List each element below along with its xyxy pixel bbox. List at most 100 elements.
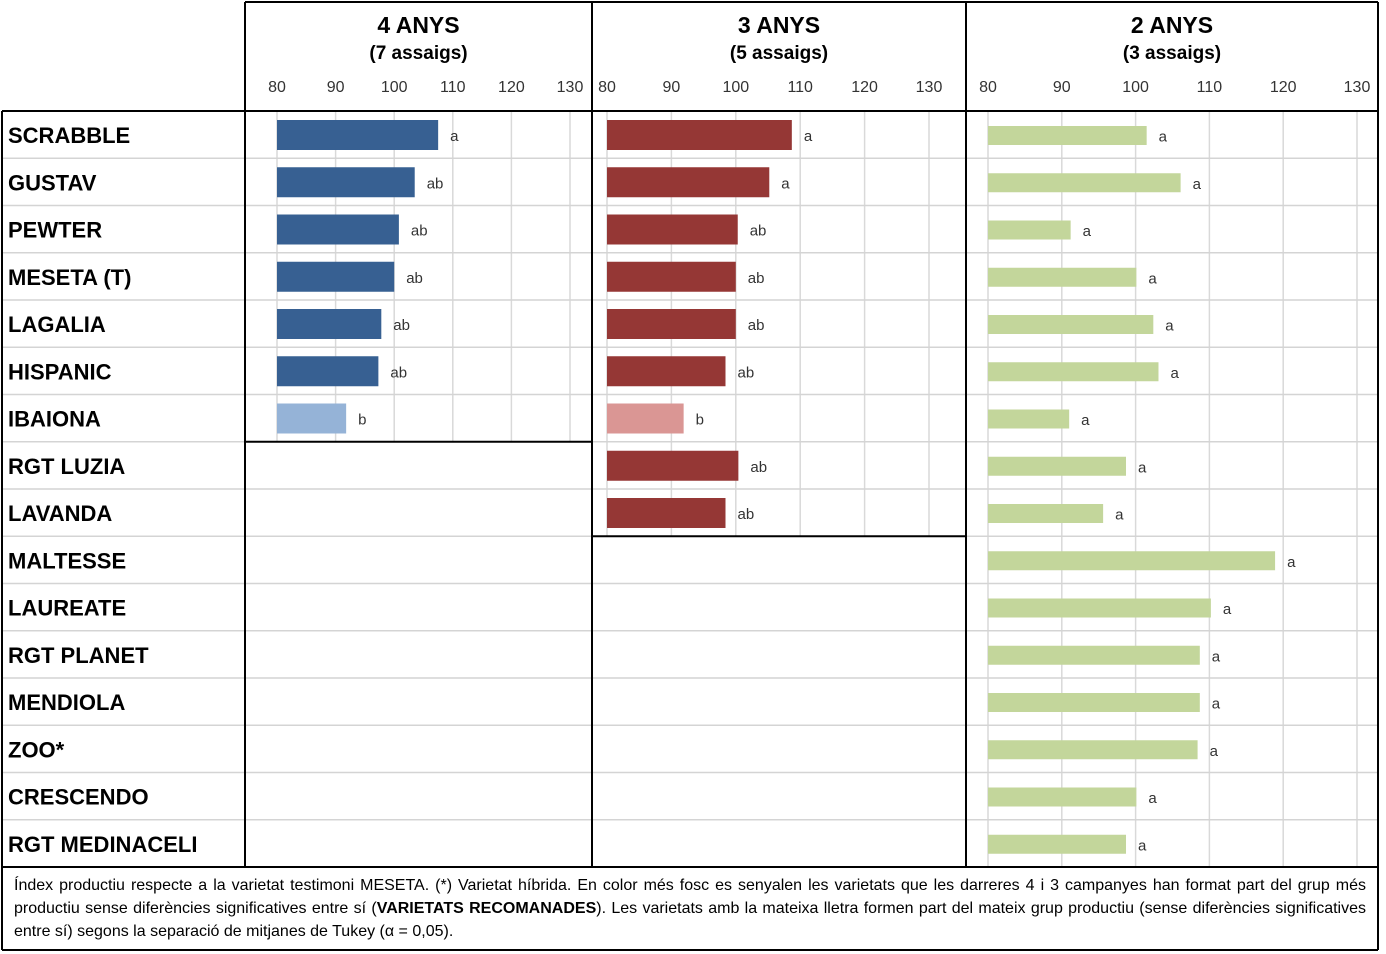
bar [988, 173, 1181, 193]
category-label: MESETA (T) [8, 265, 131, 290]
data-label: ab [748, 317, 765, 334]
data-label: a [1138, 837, 1147, 854]
data-label: b [696, 412, 704, 429]
category-label: MENDIOLA [8, 690, 125, 715]
tick-label: 90 [327, 79, 345, 96]
category-label: LAGALIA [8, 312, 106, 337]
data-label: ab [427, 175, 444, 192]
tick-label: 80 [979, 79, 997, 96]
tick-label: 130 [557, 79, 584, 96]
data-label: ab [750, 459, 767, 476]
category-label: SCRABBLE [8, 123, 130, 148]
bar [988, 740, 1198, 760]
data-label: a [1193, 176, 1202, 193]
bar [607, 214, 738, 245]
panel-subtitle: (5 assaigs) [730, 43, 828, 64]
data-label: a [1212, 696, 1221, 713]
data-label: ab [737, 506, 754, 523]
tick-label: 110 [1197, 79, 1223, 96]
bar [988, 362, 1159, 382]
data-label: a [1165, 318, 1174, 335]
data-label: a [1148, 270, 1157, 287]
category-label: RGT LUZIA [8, 454, 125, 479]
tick-label: 120 [1270, 79, 1297, 96]
bar [607, 403, 684, 434]
tick-label: 100 [722, 79, 749, 96]
bar [988, 267, 1137, 287]
category-label: LAVANDA [8, 501, 112, 526]
footnote-bold: VARIETATS RECOMANADES [376, 900, 597, 917]
data-label: a [1223, 601, 1232, 618]
data-label: a [1081, 412, 1090, 429]
bar [988, 598, 1211, 618]
panel-subtitle: (3 assaigs) [1123, 43, 1221, 64]
bar [277, 403, 347, 434]
bar [988, 551, 1276, 571]
bar [277, 120, 439, 150]
data-label: a [1083, 223, 1092, 240]
bar [988, 787, 1137, 807]
bar [607, 309, 736, 339]
tick-label: 110 [787, 79, 813, 96]
bar [607, 120, 792, 150]
panel-subtitle: (7 assaigs) [369, 43, 467, 64]
data-label: a [1170, 365, 1179, 382]
category-label: IBAIONA [8, 407, 101, 432]
tick-label: 120 [851, 79, 878, 96]
tick-label: 90 [1053, 79, 1071, 96]
data-label: a [1212, 648, 1221, 665]
panel-title: 4 ANYS [377, 12, 459, 38]
data-label: ab [411, 223, 428, 240]
data-label: ab [737, 364, 754, 381]
data-label: ab [406, 270, 423, 287]
bar [277, 167, 415, 198]
bar [277, 214, 399, 245]
data-label: a [1148, 790, 1157, 807]
footnote-text-2: ). Les varietats amb la mateixa lletra f… [14, 900, 1367, 940]
category-label: HISPANIC [8, 359, 112, 384]
data-label: a [781, 175, 790, 192]
category-label: RGT MEDINACELI [8, 832, 197, 857]
data-label: a [804, 128, 813, 145]
data-label: b [358, 412, 366, 429]
data-label: a [1210, 743, 1219, 760]
data-label: a [1287, 554, 1296, 571]
category-label: PEWTER [8, 218, 102, 243]
bar [607, 498, 726, 528]
bar [607, 167, 770, 198]
bar [607, 450, 739, 481]
category-label: RGT PLANET [8, 643, 149, 668]
category-label: LAUREATE [8, 596, 126, 621]
tick-label: 100 [381, 79, 408, 96]
bar [277, 309, 382, 339]
bar [988, 693, 1200, 712]
bar [988, 834, 1127, 854]
tick-label: 100 [1122, 79, 1149, 96]
category-label: GUSTAV [8, 170, 97, 195]
tick-label: 110 [440, 79, 466, 96]
bar [607, 356, 726, 387]
bar [988, 315, 1154, 334]
data-label: ab [390, 364, 407, 381]
bar [988, 456, 1127, 476]
data-label: ab [748, 270, 765, 287]
tick-label: 80 [598, 79, 616, 96]
footnote-text-1: Índex productiu respecte a la varietat t… [14, 877, 1366, 917]
data-label: a [450, 128, 459, 145]
data-label: ab [393, 317, 410, 334]
bar [988, 504, 1104, 523]
bar [988, 645, 1200, 665]
footnote: Índex productiu respecte a la varietat t… [14, 874, 1366, 943]
data-label: ab [750, 223, 767, 240]
bar [277, 356, 379, 387]
data-label: a [1115, 507, 1124, 524]
tick-label: 80 [268, 79, 286, 96]
panel-title: 2 ANYS [1131, 12, 1213, 38]
bar [277, 261, 395, 292]
bar [988, 220, 1071, 240]
data-label: a [1138, 459, 1147, 476]
tick-label: 90 [663, 79, 681, 96]
panel-title: 3 ANYS [738, 12, 820, 38]
tick-label: 130 [1344, 79, 1371, 96]
bar [988, 126, 1147, 145]
